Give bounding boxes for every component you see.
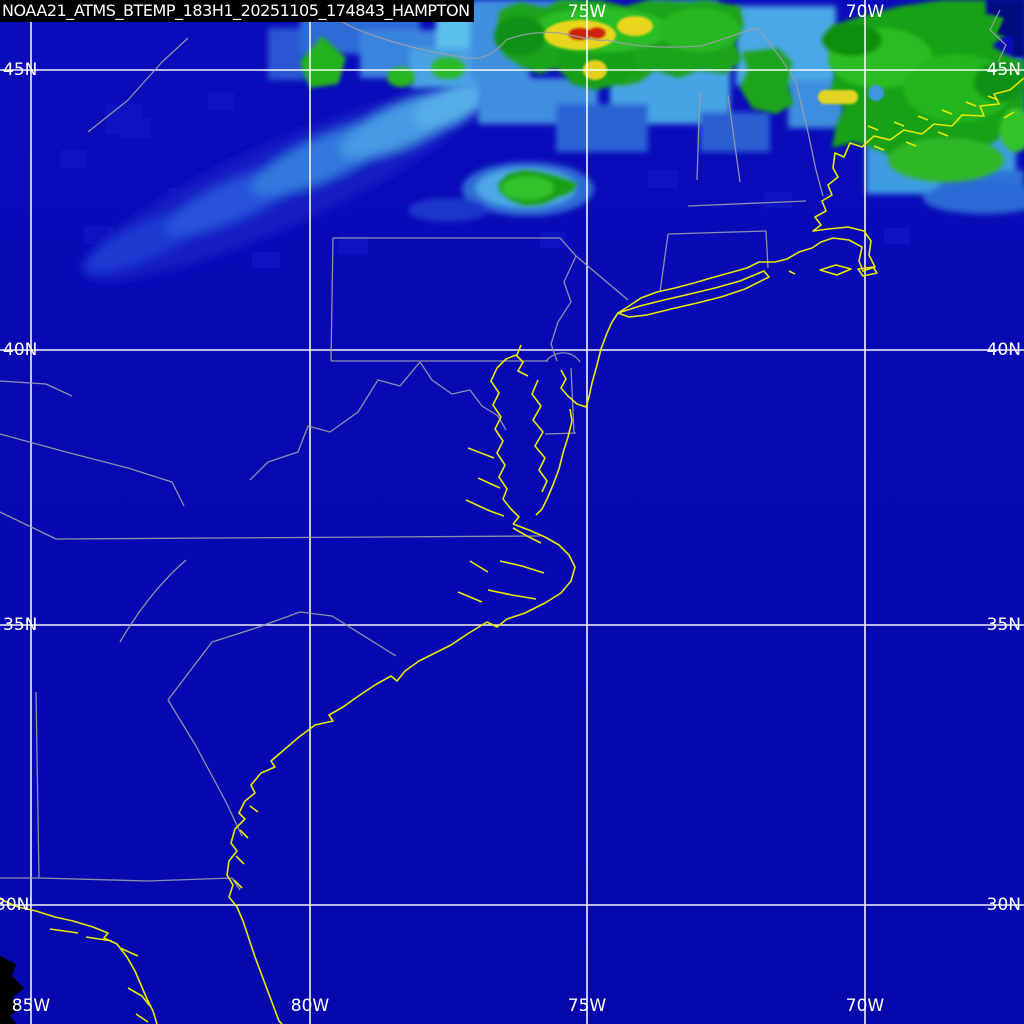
precip-cyan-streak	[82, 78, 497, 281]
lon-label-top-75w: 75W	[567, 2, 607, 22]
lat-label-left-35n: 35N	[3, 615, 38, 635]
lat-label-right-35n: 35N	[986, 615, 1021, 635]
lat-label-left-40n: 40N	[3, 340, 38, 360]
lon-label-bottom-85w: 85W	[11, 996, 51, 1016]
product-title-bar: NOAA21_ATMS_BTEMP_183H1_20251105_174843_…	[0, 0, 474, 22]
state-borders	[0, 9, 1007, 891]
swath-edge-notch	[988, 0, 1024, 56]
coastline	[0, 77, 1024, 1024]
precip-blue-hole	[868, 85, 884, 101]
lat-label-right-40n: 40N	[986, 340, 1021, 360]
lon-label-bottom-70w: 70W	[845, 996, 885, 1016]
lon-label-bottom-80w: 80W	[290, 996, 330, 1016]
precip-heavy-cores	[544, 16, 858, 104]
no-data-wedge	[0, 956, 24, 1024]
lat-label-right-45n: 45N	[986, 60, 1021, 80]
lat-label-right-30n: 30N	[986, 895, 1021, 915]
lon-label-top-70w: 70W	[845, 2, 885, 22]
lon-label-bottom-75w: 75W	[567, 996, 607, 1016]
lat-label-left-30n: 30N	[0, 895, 30, 915]
lat-label-left-45n: 45N	[3, 60, 38, 80]
